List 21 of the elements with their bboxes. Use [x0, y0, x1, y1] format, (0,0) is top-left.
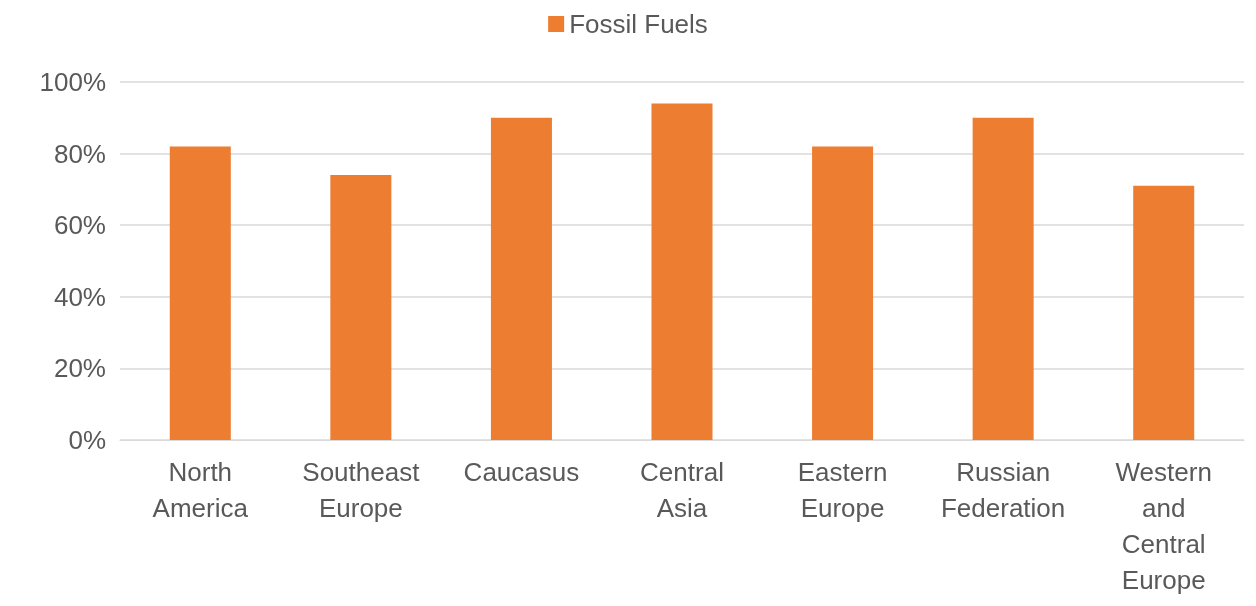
y-tick-label: 40% — [53, 281, 106, 312]
bar — [972, 117, 1034, 440]
bar — [330, 175, 392, 440]
x-tick-label: Western and Central Europe — [1115, 457, 1212, 595]
legend-label: Fossil Fuels — [569, 9, 708, 39]
bar — [169, 146, 231, 440]
bar — [1133, 185, 1195, 440]
bar — [490, 117, 552, 440]
y-tick-label: 20% — [53, 353, 106, 384]
bar — [651, 103, 713, 440]
x-tick-label: Central Asia — [640, 457, 724, 523]
y-tick-label: 0% — [68, 425, 106, 455]
y-tick-label: 100% — [39, 67, 106, 97]
x-tick-label: North America — [152, 457, 249, 523]
x-tick-label: Russian Federation — [940, 457, 1066, 523]
y-tick-label: 60% — [53, 210, 106, 241]
x-tick-label: Caucasus — [463, 457, 580, 487]
bar — [812, 146, 874, 440]
x-tick-label: Eastern Europe — [797, 457, 888, 523]
y-tick-label: 80% — [53, 138, 106, 169]
x-tick-label: Southeast Europe — [302, 457, 421, 523]
